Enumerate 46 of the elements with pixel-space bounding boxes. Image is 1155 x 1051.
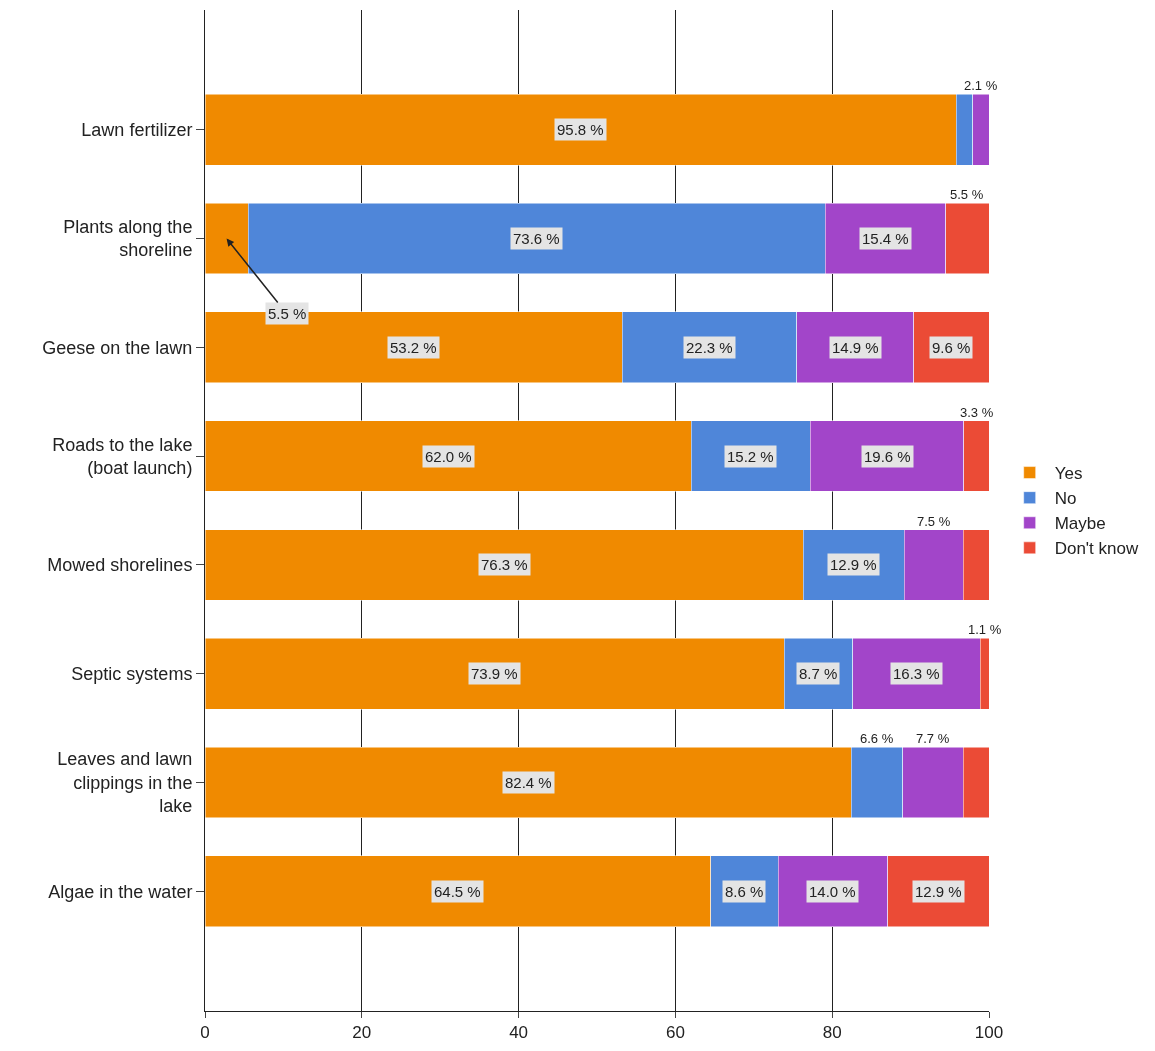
- data-label: 64.5 %: [434, 883, 481, 900]
- data-label: 73.6 %: [513, 230, 560, 247]
- data-label: 22.3 %: [686, 339, 733, 356]
- data-label: 12.9 %: [915, 883, 962, 900]
- data-label: 6.6 %: [860, 731, 894, 746]
- data-label: 9.6 %: [932, 339, 971, 356]
- data-label: 16.3 %: [893, 665, 940, 682]
- data-label: 12.9 %: [830, 556, 877, 573]
- data-label: 95.8 %: [557, 121, 604, 138]
- y-tick-label: Septic systems: [71, 664, 193, 685]
- data-label: 7.7 %: [916, 731, 950, 746]
- data-label: 53.2 %: [390, 339, 437, 356]
- data-label: 5.5 %: [950, 187, 984, 202]
- x-tick-label: 20: [352, 1023, 372, 1043]
- y-tick-label: Roads to the lake (boat launch): [52, 434, 193, 479]
- data-label: 5.5 %: [268, 305, 307, 322]
- x-tick-label: 40: [509, 1023, 529, 1043]
- y-tick-label: Geese on the lawn: [42, 337, 193, 358]
- data-label: 76.3 %: [481, 556, 528, 573]
- data-label: 73.9 %: [471, 665, 518, 682]
- legend-label: No: [1054, 489, 1077, 509]
- data-label: 8.7 %: [799, 665, 838, 682]
- data-label: 15.2 %: [727, 448, 774, 465]
- x-tick-label: 60: [665, 1023, 685, 1043]
- data-label: 8.6 %: [725, 883, 764, 900]
- data-label: 62.0 %: [425, 448, 472, 465]
- legend-label: Yes: [1054, 464, 1083, 484]
- legend-label: Don't know: [1054, 539, 1139, 559]
- data-label: 3.3 %: [960, 405, 994, 420]
- data-label: 14.0 %: [809, 883, 856, 900]
- data-label: 7.5 %: [917, 514, 951, 529]
- data-label: 19.6 %: [864, 448, 911, 465]
- y-tick-label: Leaves and lawn clippings in the lake: [57, 749, 193, 817]
- y-tick-label: Plants along the shoreline: [63, 217, 193, 261]
- data-label: 14.9 %: [832, 339, 879, 356]
- data-label: 1.1 %: [968, 622, 1002, 637]
- x-tick-label: 100: [974, 1023, 1004, 1043]
- y-tick-label: Algae in the water: [48, 881, 193, 902]
- data-label: 15.4 %: [862, 230, 909, 247]
- data-label: 82.4 %: [505, 774, 552, 791]
- y-tick-label: Lawn fertilizer: [81, 119, 193, 140]
- data-label: 2.1 %: [964, 78, 998, 93]
- y-tick-label: Mowed shorelines: [47, 555, 193, 576]
- x-tick-label: 80: [822, 1023, 842, 1043]
- x-tick-label: 0: [200, 1023, 210, 1043]
- legend-label: Maybe: [1054, 514, 1106, 534]
